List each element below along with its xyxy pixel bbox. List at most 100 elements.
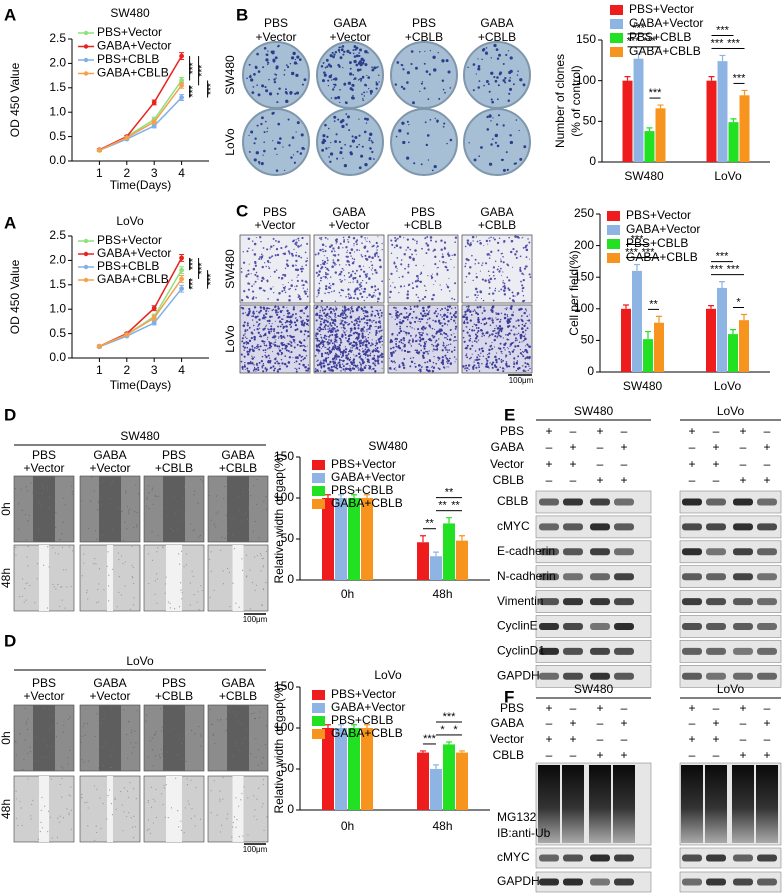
cell xyxy=(263,333,267,336)
cell xyxy=(430,239,433,242)
cell xyxy=(465,369,468,372)
cell xyxy=(446,357,449,360)
legend-swatch xyxy=(607,239,620,249)
cell xyxy=(334,358,336,360)
cell xyxy=(287,282,289,284)
cell xyxy=(359,355,362,357)
cell xyxy=(267,261,270,263)
cell xyxy=(276,313,279,316)
significance-label: *** xyxy=(206,273,217,285)
cell xyxy=(410,360,414,364)
cell xyxy=(483,245,485,247)
cell xyxy=(523,351,526,353)
cell xyxy=(441,253,444,255)
cell xyxy=(307,319,310,322)
cell xyxy=(525,356,527,358)
colony xyxy=(303,148,306,150)
cell xyxy=(274,254,277,257)
cell xyxy=(247,288,250,291)
cell xyxy=(402,316,406,319)
cell xyxy=(481,298,483,300)
colony xyxy=(342,53,345,56)
colony xyxy=(502,79,506,82)
cell xyxy=(272,365,275,368)
cell xyxy=(358,289,361,292)
cell xyxy=(361,288,363,290)
texture xyxy=(161,730,163,732)
colony xyxy=(368,139,371,142)
cell xyxy=(519,336,523,340)
cell xyxy=(360,235,363,238)
error-bar xyxy=(623,304,629,309)
cell xyxy=(325,273,328,276)
cell xyxy=(338,361,341,364)
cell xyxy=(321,365,323,367)
cell xyxy=(290,344,293,347)
texture xyxy=(87,807,89,809)
colony xyxy=(355,63,359,67)
texture xyxy=(247,488,250,491)
cell xyxy=(349,331,352,333)
cell xyxy=(434,310,437,313)
colony xyxy=(358,52,361,54)
cell xyxy=(323,260,327,264)
cell xyxy=(291,264,295,268)
cell xyxy=(509,345,511,347)
cell xyxy=(400,321,403,325)
band-label: CyclinD1 xyxy=(497,644,545,658)
cell xyxy=(259,256,261,259)
cell xyxy=(318,282,321,285)
colony xyxy=(362,99,365,101)
legend-label: PBS+Vector xyxy=(97,233,162,247)
cell xyxy=(280,358,283,361)
y-tick-label: 1.0 xyxy=(49,104,66,118)
column-header: +Vector xyxy=(89,689,130,703)
blot-band xyxy=(590,548,610,556)
cell xyxy=(493,329,496,332)
cell xyxy=(355,308,359,312)
cell xyxy=(379,325,382,327)
wound-gap xyxy=(33,705,55,771)
cell xyxy=(500,358,503,361)
cell xyxy=(250,273,252,275)
condition-sign: + xyxy=(596,473,603,487)
cell xyxy=(269,308,271,310)
cell xyxy=(487,243,489,245)
cell xyxy=(354,293,357,296)
bar xyxy=(728,334,738,372)
condition-sign: – xyxy=(621,701,628,715)
cell xyxy=(437,319,441,323)
texture xyxy=(214,742,216,745)
blot-membrane xyxy=(679,615,782,638)
cell xyxy=(476,296,478,299)
texture xyxy=(15,546,17,548)
cell xyxy=(297,294,299,296)
texture xyxy=(251,582,254,584)
texture xyxy=(98,525,100,527)
cell xyxy=(368,266,370,268)
colony xyxy=(369,132,373,136)
legend-label: PBS+CBLB xyxy=(626,236,688,250)
texture xyxy=(254,589,256,591)
cell xyxy=(331,313,333,315)
legend-swatch xyxy=(610,19,623,29)
cell xyxy=(318,316,321,319)
cell xyxy=(243,342,246,345)
colony xyxy=(358,118,360,120)
texture xyxy=(94,529,96,532)
cell xyxy=(361,332,364,335)
colony xyxy=(268,92,273,96)
texture xyxy=(262,588,265,590)
texture xyxy=(49,708,51,710)
cell xyxy=(319,309,322,312)
cell xyxy=(527,369,529,371)
texture xyxy=(111,568,114,570)
colony xyxy=(364,162,368,167)
point xyxy=(179,95,185,100)
cell xyxy=(246,367,249,370)
cell xyxy=(393,262,396,265)
texture xyxy=(115,808,117,811)
blot-band xyxy=(614,647,634,655)
cell xyxy=(412,310,415,313)
legend-label: PBS+Vector xyxy=(626,208,691,222)
